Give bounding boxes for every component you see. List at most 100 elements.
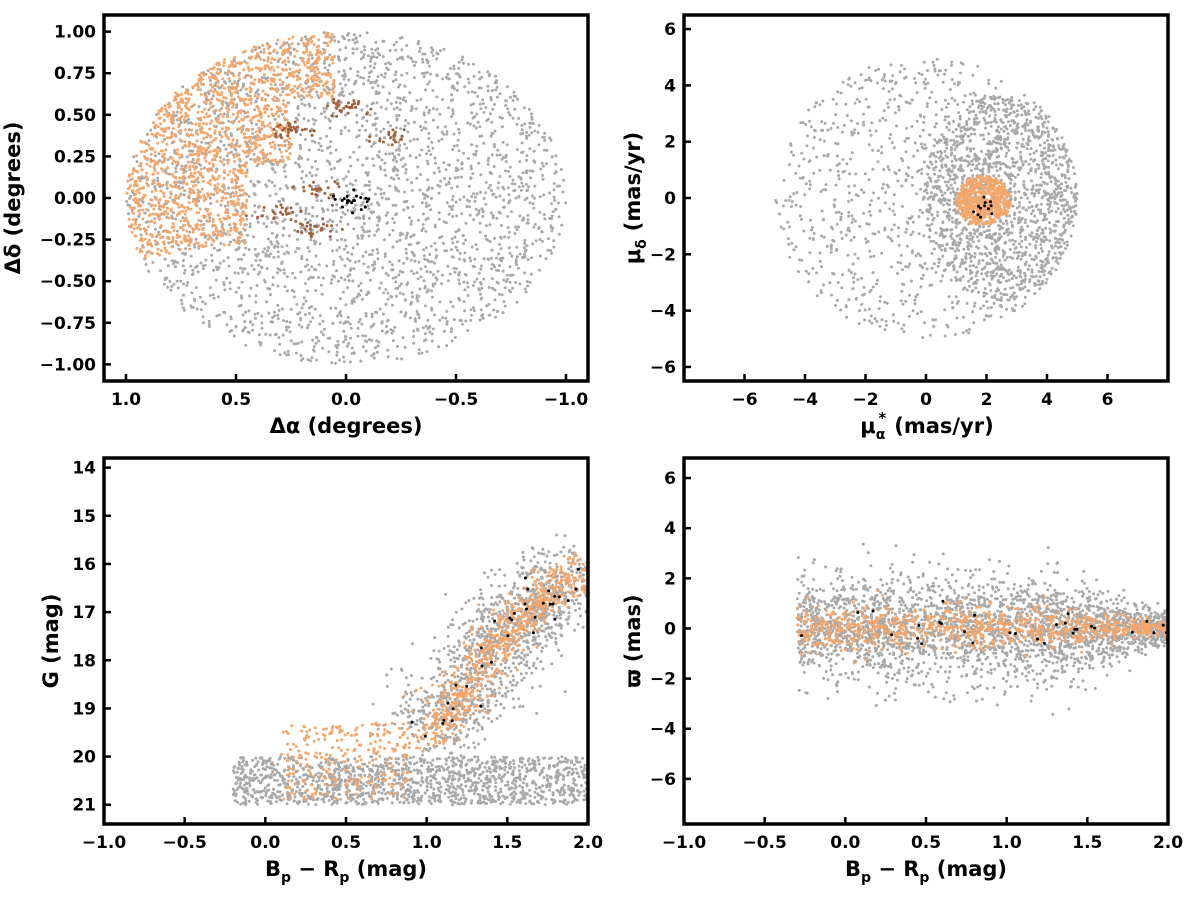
- sky-point-series-2: [320, 228, 324, 232]
- pm-point-series-0: [852, 131, 856, 135]
- pm-point-series-0: [879, 295, 882, 299]
- sky-point-series-0: [207, 325, 211, 328]
- sky-point-series-0: [352, 297, 356, 301]
- sky-point-series-1: [208, 179, 212, 182]
- sky-point-series-0: [270, 166, 274, 170]
- sky-point-series-0: [420, 201, 424, 205]
- sky-point-series-2: [280, 206, 284, 210]
- sky-point-series-0: [512, 94, 516, 98]
- sky-point-series-0: [403, 142, 407, 146]
- sky-point-series-0: [175, 279, 179, 283]
- sky-point-series-1: [221, 196, 224, 199]
- sky-point-series-0: [547, 237, 550, 241]
- sky-point-series-1: [209, 71, 213, 75]
- sky-point-series-2: [309, 231, 313, 235]
- sky-point-series-0: [424, 338, 428, 342]
- sky-point-series-3: [350, 201, 354, 205]
- sky-point-series-1: [293, 84, 297, 88]
- sky-point-series-0: [387, 197, 391, 201]
- sky-point-series-0: [374, 48, 378, 52]
- sky-point-series-0: [314, 184, 318, 188]
- sky-point-series-1: [293, 96, 297, 99]
- pm-point-series-0: [994, 255, 998, 259]
- sky-point-series-1: [178, 248, 182, 252]
- sky-point-series-0: [521, 171, 525, 175]
- sky-point-series-0: [498, 243, 502, 246]
- sky-point-series-0: [284, 175, 288, 179]
- sky-point-series-0: [455, 88, 459, 92]
- sky-point-series-0: [541, 164, 545, 168]
- sky-point-series-0: [129, 194, 133, 198]
- sky-point-series-1: [144, 256, 148, 260]
- sky-point-series-0: [520, 181, 524, 185]
- sky-point-series-0: [356, 70, 360, 74]
- sky-point-series-0: [335, 353, 339, 357]
- sky-point-series-0: [265, 300, 269, 304]
- sky-point-series-0: [382, 291, 386, 295]
- sky-point-series-0: [299, 359, 303, 362]
- sky-point-series-0: [281, 307, 284, 311]
- pm-point-series-0: [1023, 295, 1027, 299]
- sky-point-series-0: [491, 216, 495, 220]
- sky-point-series-2: [325, 224, 329, 228]
- sky-point-series-1: [189, 93, 193, 96]
- sky-point-series-0: [384, 62, 388, 66]
- sky-point-series-0: [427, 131, 431, 135]
- sky-point-series-0: [490, 277, 494, 281]
- sky-point-series-0: [384, 152, 388, 156]
- sky-point-series-0: [374, 127, 378, 131]
- sky-point-series-0: [278, 342, 282, 346]
- sky-point-series-2: [314, 187, 318, 191]
- sky-point-series-0: [212, 268, 216, 272]
- sky-point-series-0: [222, 158, 226, 161]
- pm-point-series-0: [878, 119, 882, 123]
- sky-point-series-0: [504, 280, 508, 284]
- sky-point-series-0: [487, 286, 491, 289]
- sky-point-series-0: [300, 257, 304, 261]
- sky-point-series-0: [335, 346, 339, 350]
- sky-point-series-1: [211, 238, 215, 242]
- sky-point-series-0: [382, 312, 385, 316]
- sky-point-series-0: [448, 163, 451, 167]
- pm-point-series-0: [856, 131, 860, 135]
- sky-point-series-1: [308, 51, 312, 55]
- pm-point-series-0: [948, 88, 952, 92]
- sky-point-series-0: [431, 273, 435, 277]
- sky-point-series-0: [403, 124, 407, 128]
- sky-point-series-0: [285, 325, 288, 329]
- sky-point-series-0: [467, 199, 471, 203]
- pm-point-series-0: [1011, 238, 1015, 242]
- sky-point-series-0: [285, 244, 289, 248]
- sky-point-series-1: [282, 144, 286, 148]
- sky-point-series-0: [336, 314, 339, 318]
- sky-point-series-0: [245, 217, 249, 221]
- pm-point-series-0: [995, 169, 999, 173]
- sky-point-series-0: [457, 131, 461, 135]
- sky-point-series-1: [232, 194, 236, 198]
- sky-point-series-0: [360, 322, 364, 326]
- sky-point-series-0: [239, 303, 243, 307]
- sky-point-series-0: [394, 70, 398, 74]
- sky-point-series-0: [425, 188, 429, 192]
- sky-point-series-0: [391, 203, 395, 207]
- sky-point-series-0: [427, 204, 431, 207]
- pm-point-series-0: [1013, 190, 1017, 194]
- sky-point-series-0: [423, 257, 427, 261]
- sky-point-series-1: [156, 247, 160, 251]
- sky-point-series-0: [480, 75, 484, 79]
- sky-point-series-0: [530, 112, 533, 116]
- sky-point-series-0: [370, 354, 374, 358]
- sky-point-series-0: [296, 42, 300, 46]
- sky-point-series-1: [204, 197, 208, 201]
- sky-point-series-0: [538, 195, 542, 199]
- sky-point-series-1: [287, 93, 291, 97]
- pm-point-series-0: [944, 68, 948, 72]
- pm-point-series-0: [971, 310, 975, 314]
- sky-point-series-1: [172, 140, 176, 144]
- sky-point-series-0: [377, 203, 381, 207]
- sky-point-series-0: [362, 115, 366, 119]
- sky-point-series-1: [270, 112, 274, 116]
- pm-point-series-0: [803, 193, 807, 197]
- pm-point-series-0: [853, 128, 857, 132]
- sky-point-series-0: [517, 194, 521, 198]
